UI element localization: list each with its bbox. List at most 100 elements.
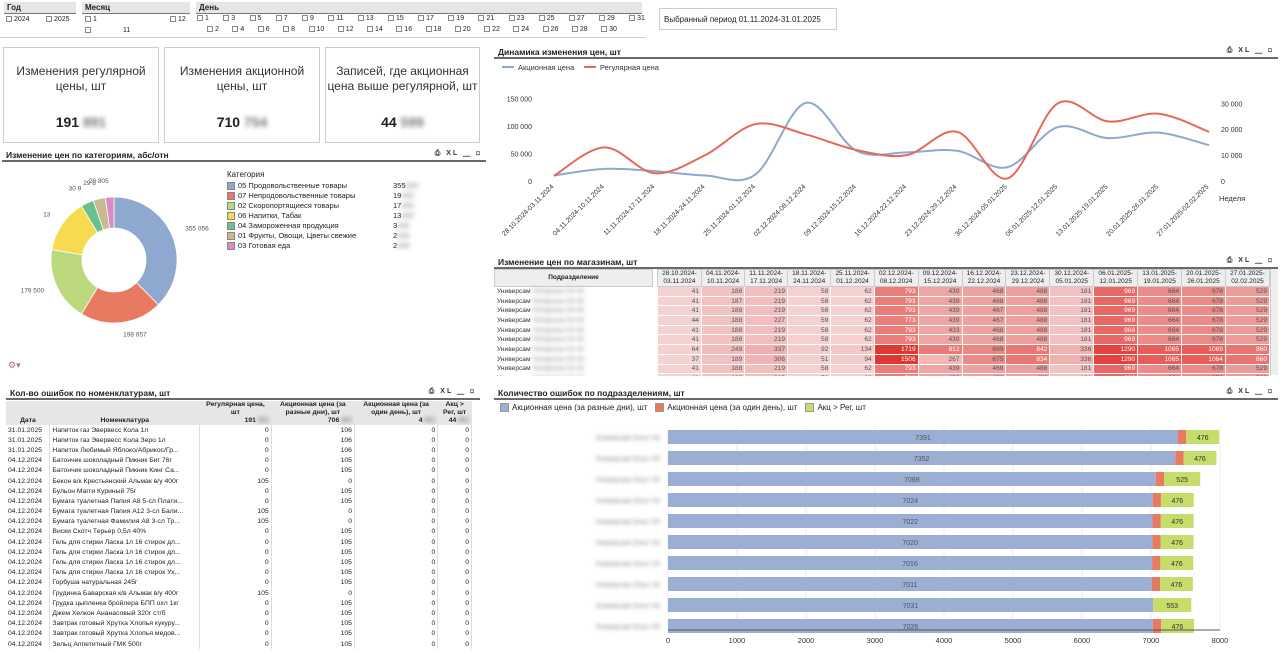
heat-col-header[interactable]: 09.12.2024- 15.12.2024 [917, 269, 963, 287]
panel-controls-icon[interactable]: ⎙ XL ▁ ◻ [1226, 257, 1274, 264]
day-16[interactable]: 16 [396, 26, 412, 33]
heat-col-header[interactable]: 20.01.2025- 26.01.2025 [1181, 269, 1226, 287]
pie-legend-item[interactable]: 04 Замороженная продукция 3 000 [227, 221, 477, 231]
pie-legend-item[interactable]: 06 Напитки, Табак 13 000 [227, 211, 477, 221]
errors-col-header[interactable]: Дата [20, 417, 36, 424]
panel-controls-icon[interactable]: ⎙ XL ▁ ◻ [434, 150, 482, 157]
bar-segment[interactable] [668, 535, 1153, 549]
heat-col-header[interactable]: 06.01.2025- 12.01.2025 [1093, 269, 1139, 287]
bar-segment[interactable] [668, 430, 1178, 444]
errors-table-row[interactable]: 04.12.2024 Бекон в/к Крестьянский Альмак … [6, 475, 472, 487]
day-25[interactable]: 25 [538, 15, 555, 22]
day-31[interactable]: 31 [629, 15, 645, 22]
heat-col-header[interactable]: 02.12.2024- 08.12.2024 [873, 269, 919, 287]
bar-segment[interactable] [668, 493, 1153, 507]
errors-table-row[interactable]: 04.12.2024 Бумага туалетная Фамилия А8 3-… [6, 516, 472, 527]
errors-table-row[interactable]: 04.12.2024 Горбуша натуральная 245г 0 105 0 0 [6, 577, 472, 588]
errors-table-row[interactable]: 04.12.2024 Гель для стирки Ласка 1л 16 ст… [6, 547, 472, 558]
bar-segment[interactable] [668, 556, 1153, 570]
bar-segment[interactable] [1160, 493, 1194, 507]
month-12[interactable]: 12 [170, 16, 186, 23]
bar-segment[interactable] [1177, 430, 1187, 444]
day-1[interactable]: 1 [197, 15, 209, 22]
day-11[interactable]: 11 [328, 15, 344, 22]
day-20[interactable]: 20 [454, 26, 471, 33]
bar-segment[interactable] [1160, 577, 1193, 591]
errors-table-row[interactable]: 04.12.2024 Бумага туалетная Папия А12 3-с… [6, 506, 472, 517]
panel-controls-icon[interactable]: ⎙ XL ▁ ◻ [1226, 47, 1274, 54]
bar-segment[interactable] [1175, 451, 1184, 465]
day-27[interactable]: 27 [568, 15, 585, 22]
panel-controls-icon[interactable]: ⎙ XL ▁ ◻ [428, 388, 476, 395]
bar-segment[interactable] [1160, 556, 1194, 570]
day-15[interactable]: 15 [388, 15, 404, 22]
day-26[interactable]: 26 [542, 26, 558, 33]
bar-segment[interactable] [668, 598, 1154, 612]
month-1[interactable]: 1 [85, 16, 97, 23]
heat-col-header[interactable]: 30.12.2024- 05.01.2025 [1049, 269, 1095, 287]
day-9[interactable]: 9 [302, 15, 314, 22]
day-29[interactable]: 29 [599, 15, 615, 22]
bar-segment[interactable] [668, 514, 1153, 528]
errors-table-row[interactable]: 04.12.2024 Батончик шоколадный Пикник Кин… [6, 465, 472, 476]
bookmark-icon[interactable]: ⚙▾ [8, 360, 21, 370]
day-18[interactable]: 18 [425, 26, 441, 33]
day-7[interactable]: 7 [275, 15, 288, 22]
day-22[interactable]: 22 [484, 26, 500, 33]
errors-table-row[interactable]: 04.12.2024 Виски Скотч Терьер 0,5л 40% 0 10… [6, 526, 472, 538]
bar-legend-item[interactable]: Акционная цена (за разные дни), шт [500, 403, 647, 413]
heat-row[interactable]: Универсам Пятёрочка Пп 00 41 187 219 58 62 793… [494, 295, 1271, 307]
heat-col-header[interactable]: 16.12.2024- 22.12.2024 [961, 269, 1007, 287]
bar-segment[interactable] [1152, 535, 1161, 549]
heat-col-header[interactable]: 18.11.2024- 24.11.2024 [787, 269, 832, 287]
heat-row[interactable]: Универсам Пятёрочка Пп 00 44 188 227 59 62 773… [494, 315, 1271, 326]
bar-legend-item[interactable]: Акц > Рег, шт [805, 403, 866, 413]
heat-col-header[interactable]: 13.01.2025- 19.01.2025 [1137, 269, 1183, 287]
errors-table-row[interactable]: 04.12.2024 Грудинка Баварская к/в Альмак … [6, 588, 472, 599]
day-row-odd[interactable]: 1 3 5 7 9 11 13 15 17 19 21 23 25 27 29 31 [197, 15, 645, 22]
bar-segment[interactable] [1160, 514, 1194, 528]
heat-row[interactable]: Универсам Пятёрочка Пп 00 37 189 306 51 94 150… [494, 353, 1271, 365]
day-10[interactable]: 10 [308, 26, 324, 33]
day-2[interactable]: 2 [207, 26, 219, 33]
errors-table-row[interactable]: 04.12.2024 Гель для стирки Ласка 1л 16 ст… [6, 557, 472, 568]
day-5[interactable]: 5 [249, 15, 261, 22]
day-14[interactable]: 14 [367, 26, 383, 33]
bar-segment[interactable] [1152, 493, 1161, 507]
bar-segment[interactable] [668, 577, 1152, 591]
bar-legend-item[interactable]: Акционная цена (за один день), шт [655, 403, 797, 413]
errors-col-header[interactable]: Номенклатура [100, 417, 150, 424]
bar-segment[interactable] [668, 472, 1156, 486]
pie-legend-item[interactable]: 05 Продовольственные товары 355 000 [227, 181, 477, 191]
errors-col-header[interactable]: Регулярная цена, шт 191 891 [206, 401, 270, 424]
day-8[interactable]: 8 [283, 26, 295, 33]
bar-segment[interactable] [1152, 556, 1161, 570]
heat-col-header[interactable]: 04.11.2024- 10.11.2024 [700, 269, 746, 287]
heat-row[interactable]: Универсам Пятёрочка Пп 00411882195862793… [494, 373, 1271, 376]
bar-segment[interactable] [668, 451, 1176, 465]
heat-row[interactable]: Универсам Пятёрочка Пп 00 64 249 337 92 134 17… [494, 344, 1271, 355]
pie-legend-item[interactable]: 02 Скоропортящиеся товары 17 000 [227, 201, 477, 211]
bar-segment[interactable] [1152, 619, 1162, 633]
day-30[interactable]: 30 [601, 26, 617, 33]
day-4[interactable]: 4 [232, 26, 244, 33]
errors-table-row[interactable]: 04.12.2024 Джем Хелкон Ананасовый 320г ст… [6, 608, 472, 619]
day-3[interactable]: 3 [223, 15, 235, 22]
day-row-even[interactable]: 2 4 6 8 10 12 14 16 18 20 22 24 26 28 30 [207, 26, 617, 33]
heat-col-header[interactable]: 28.10.2024- 03.11.2024 [657, 269, 702, 287]
pie-slice[interactable] [104, 196, 115, 229]
heat-col-header[interactable]: 23.12.2024- 29.12.2024 [1005, 269, 1051, 287]
errors-table-row[interactable]: 04.12.2024 Зельц Аппетитный ГМК 500г 0 105 0… [6, 638, 472, 650]
heat-scrollbar[interactable] [1270, 269, 1278, 375]
errors-table-row[interactable]: 31.01.2025 Напиток Любимый Яблоко/Абрикос… [6, 445, 472, 456]
day-6[interactable]: 6 [257, 26, 270, 33]
bar-segment[interactable] [1183, 451, 1217, 465]
errors-table-row[interactable]: 04.12.2024 Завтрак готовый Хрутка Хлопья … [6, 628, 472, 639]
day-17[interactable]: 17 [418, 15, 434, 22]
errors-col-header[interactable]: Акционная цена (за один день), шт 4 891 [363, 401, 436, 424]
pie-legend-item[interactable]: 03 Готовая еда 2 000 [227, 241, 477, 251]
day-13[interactable]: 13 [357, 15, 374, 22]
